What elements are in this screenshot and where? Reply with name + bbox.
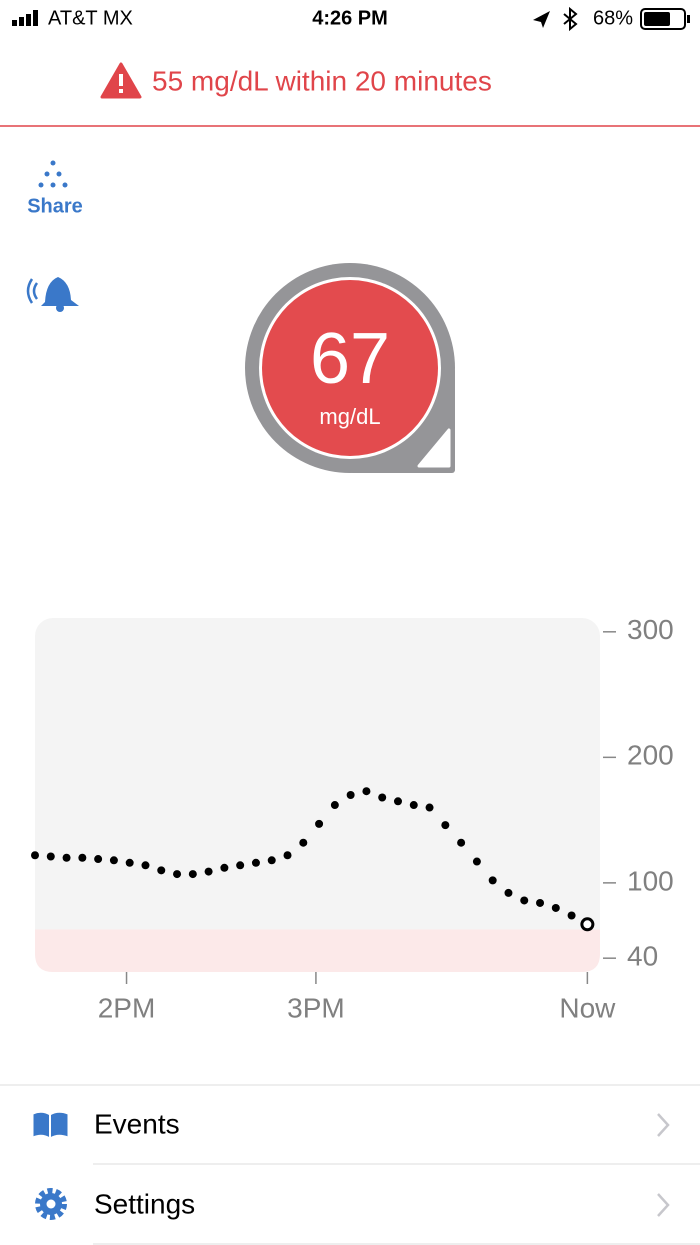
glucose-point: [504, 888, 513, 897]
y-tick-label: 40: [627, 941, 658, 972]
glucose-point: [236, 861, 245, 870]
x-tick-label: 2PM: [98, 992, 156, 1023]
x-tick-label: Now: [559, 992, 616, 1023]
glucose-point: [173, 870, 182, 879]
time: 4:26 PM: [312, 7, 388, 29]
glucose-point: [188, 870, 197, 879]
glucose-point: [204, 867, 213, 876]
y-tick-label: 100: [627, 865, 674, 896]
glucose-point: [536, 898, 545, 907]
glucose-point: [94, 855, 103, 864]
glucose-point: [46, 852, 55, 861]
glucose-point: [62, 853, 71, 862]
glucose-point: [551, 903, 560, 912]
glucose-gauge: [245, 263, 455, 473]
y-tick-label: 200: [627, 740, 674, 771]
glucose-point: [251, 858, 260, 867]
glucose-point: [299, 838, 308, 847]
glucose-point: [472, 857, 481, 866]
battery-icon: [640, 8, 690, 30]
glucose-point: [409, 801, 418, 810]
signal: [12, 10, 38, 26]
location-icon: [533, 11, 550, 28]
glucose-unit: mg/dL: [319, 404, 380, 429]
menu-item[interactable]: Events: [94, 1108, 180, 1139]
glucose-point: [330, 801, 339, 810]
y-tick-label: 300: [627, 614, 674, 645]
share-label[interactable]: Share: [27, 195, 83, 217]
glucose-point: [362, 787, 371, 796]
plot-panel: [35, 618, 600, 972]
glucose-point: [267, 856, 276, 865]
menu-item[interactable]: Settings: [94, 1188, 195, 1219]
glucose-point: [441, 821, 450, 830]
settings-icon[interactable]: [35, 1188, 67, 1220]
alarm-icon[interactable]: [26, 277, 79, 312]
glucose-point: [141, 861, 150, 870]
glucose-point: [393, 797, 402, 806]
battery-text: 68%: [593, 7, 633, 29]
glucose-point: [425, 803, 434, 812]
carrier: AT&T MX: [48, 7, 133, 29]
glucose-point: [31, 851, 39, 860]
share-icon[interactable]: [38, 160, 68, 188]
low-band: [35, 929, 600, 972]
glucose-point: [488, 876, 497, 885]
x-tick-label: 3PM: [287, 992, 345, 1023]
glucose-value: 67: [310, 319, 390, 399]
glucose-point: [315, 819, 324, 828]
glucose-point: [78, 853, 87, 862]
glucose-point: [520, 896, 529, 905]
glucose-point: [283, 851, 292, 860]
chevron[interactable]: [657, 1193, 670, 1217]
bluetooth-icon: [563, 6, 578, 32]
glucose-point: [346, 791, 355, 799]
glucose-point: [125, 858, 134, 867]
glucose-point: [567, 911, 576, 920]
glucose-point: [109, 856, 118, 865]
glucose-chart: 40 100 200 300 2PM 3PM Now: [31, 614, 674, 1023]
glucose-point: [378, 793, 387, 802]
chevron[interactable]: [657, 1113, 670, 1137]
glucose-point: [157, 866, 166, 875]
glucose-point: [580, 917, 595, 932]
glucose-point: [220, 863, 229, 872]
alert-icon: [100, 62, 142, 99]
glucose-point: [457, 838, 466, 847]
alert-text: 55 mg/dL within 20 minutes: [152, 65, 492, 96]
